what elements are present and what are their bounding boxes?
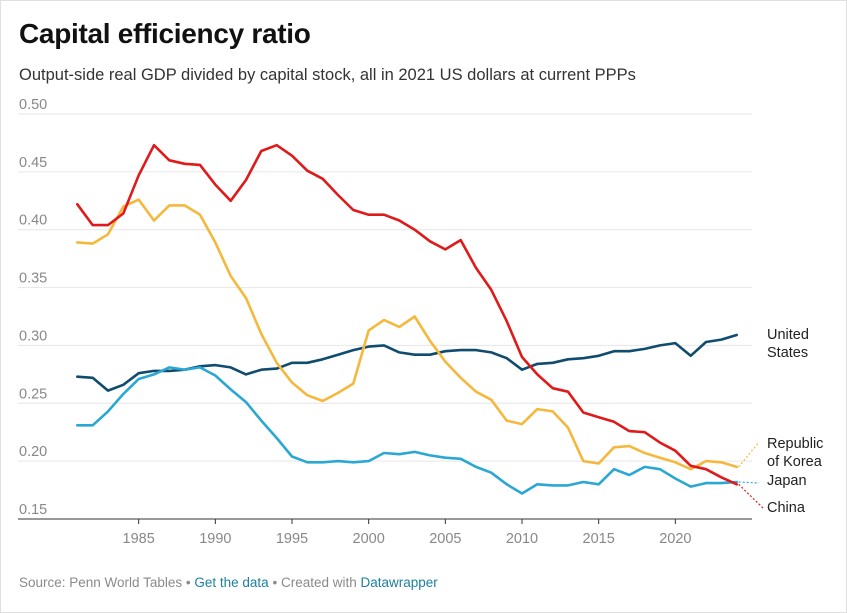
y-tick-label: 0.35 [19, 271, 47, 287]
get-data-link[interactable]: Get the data [194, 575, 269, 590]
x-tick-label: 1990 [199, 531, 231, 547]
y-tick-label: 0.20 [19, 444, 47, 460]
line-united-states [76, 333, 739, 392]
footer-separator: • [272, 575, 278, 590]
x-tick-label: 2015 [583, 531, 615, 547]
chart-subtitle: Output-side real GDP divided by capital … [19, 66, 636, 84]
x-tick-label: 2005 [429, 531, 461, 547]
x-tick-label: 2010 [506, 531, 538, 547]
x-tick-label: 2000 [353, 531, 385, 547]
line-japan [76, 366, 739, 495]
series-label-united-states: United States [767, 327, 809, 361]
footer: Source: Penn World Tables • Get the data… [19, 575, 438, 590]
series-label-china: China [767, 500, 806, 516]
line-china [76, 143, 739, 486]
x-tick-label: 1985 [123, 531, 155, 547]
y-tick-label: 0.50 [19, 97, 47, 113]
y-tick-label: 0.40 [19, 213, 47, 229]
y-tick-label: 0.30 [19, 328, 47, 344]
x-tick-label: 2020 [659, 531, 691, 547]
created-with-text: Created with [280, 575, 357, 590]
leader-line-japan [738, 481, 760, 484]
source-text: Source: Penn World Tables [19, 575, 183, 590]
datawrapper-link[interactable]: Datawrapper [360, 575, 438, 590]
leader-line-republic-of-korea [738, 441, 760, 468]
line-republic-of-korea [76, 198, 739, 471]
footer-separator: • [185, 575, 191, 590]
x-tick-label: 1995 [276, 531, 308, 547]
chart-title: Capital efficiency ratio [19, 18, 311, 49]
leader-line-china [738, 483, 765, 510]
series-label-japan: Japan [767, 473, 807, 489]
series-label-republic-of-korea: Republic of Korea [767, 436, 823, 470]
gridlines [18, 113, 752, 520]
y-tick-label: 0.15 [19, 502, 47, 518]
y-tick-label: 0.45 [19, 155, 47, 171]
series-lines [76, 143, 739, 495]
y-tick-label: 0.25 [19, 386, 47, 402]
x-axis-ticks: 1985 1990 1995 2000 2005 2010 2015 2020 [123, 519, 691, 547]
y-axis-ticks: 0.15 0.20 0.25 0.30 0.35 0.40 0.45 0.50 [19, 97, 47, 518]
series-labels: United States Republic of Korea Japan China [738, 327, 823, 516]
